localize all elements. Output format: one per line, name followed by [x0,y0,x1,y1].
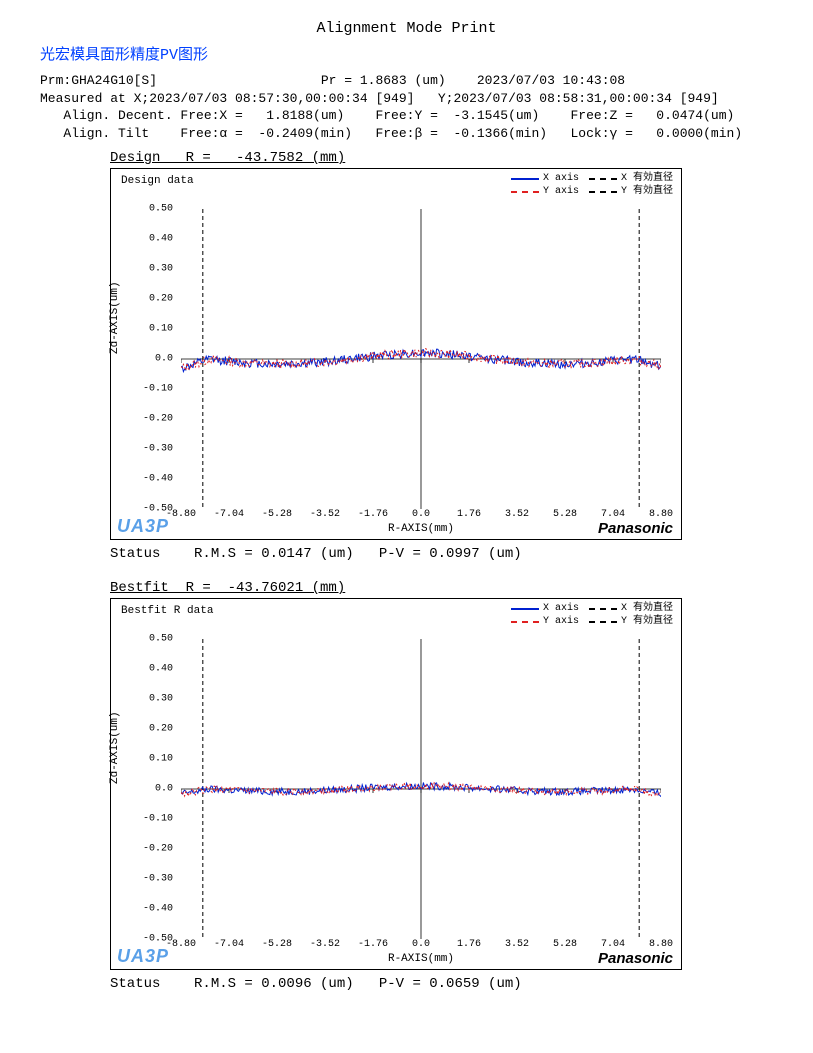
panasonic-logo: Panasonic [598,950,673,967]
chart-2-plot [181,639,661,939]
chart-2-x-label: R-AXIS(mm) [181,953,661,965]
chart-2-status: Status R.M.S = 0.0096 (um) P-V = 0.0659 … [110,976,773,992]
chart-2-y-ticks: 0.500.400.300.200.100.0-0.10-0.20-0.30-0… [111,639,179,939]
chart-2-legend: X axis X 有効直径 Y axis Y 有効直径 [511,603,673,628]
chart-1-y-ticks: 0.500.400.300.200.100.0-0.10-0.20-0.30-0… [111,209,179,509]
header-line-3: Align. Decent. Free:X = 1.8188(um) Free:… [40,107,773,125]
ua3p-logo: UA3P [117,946,169,967]
chart-2-section: Bestfit R = -43.76021 (mm) Bestfit R dat… [110,580,773,970]
page-title: Alignment Mode Print [40,20,773,37]
header-line-4: Align. Tilt Free:α = -0.2409(min) Free:β… [40,125,773,143]
chart-1-status: Status R.M.S = 0.0147 (um) P-V = 0.0997 … [110,546,773,562]
chart-1: Design data X axis X 有効直径 Y axis Y 有効直径 … [110,168,682,540]
chart-1-title: Design R = -43.7582 (mm) [110,150,773,166]
ua3p-logo: UA3P [117,516,169,537]
chart-2-title: Bestfit R = -43.76021 (mm) [110,580,773,596]
chart-1-inner-title: Design data [121,175,194,187]
panasonic-logo: Panasonic [598,520,673,537]
chart-1-x-label: R-AXIS(mm) [181,523,661,535]
header-line-1: Prm:GHA24G10[S] Pr = 1.8683 (um) 2023/07… [40,72,773,90]
chart-2-inner-title: Bestfit R data [121,605,213,617]
chart-1-legend: X axis X 有効直径 Y axis Y 有効直径 [511,173,673,198]
header-line-2: Measured at X;2023/07/03 08:57:30,00:00:… [40,90,773,108]
chart-2: Bestfit R data X axis X 有効直径 Y axis Y 有効… [110,598,682,970]
chart-1-plot [181,209,661,509]
page-subtitle: 光宏模具面形精度PV图形 [40,43,773,64]
chart-1-section: Design R = -43.7582 (mm) Design data X a… [110,150,773,540]
header-block: Prm:GHA24G10[S] Pr = 1.8683 (um) 2023/07… [40,72,773,142]
